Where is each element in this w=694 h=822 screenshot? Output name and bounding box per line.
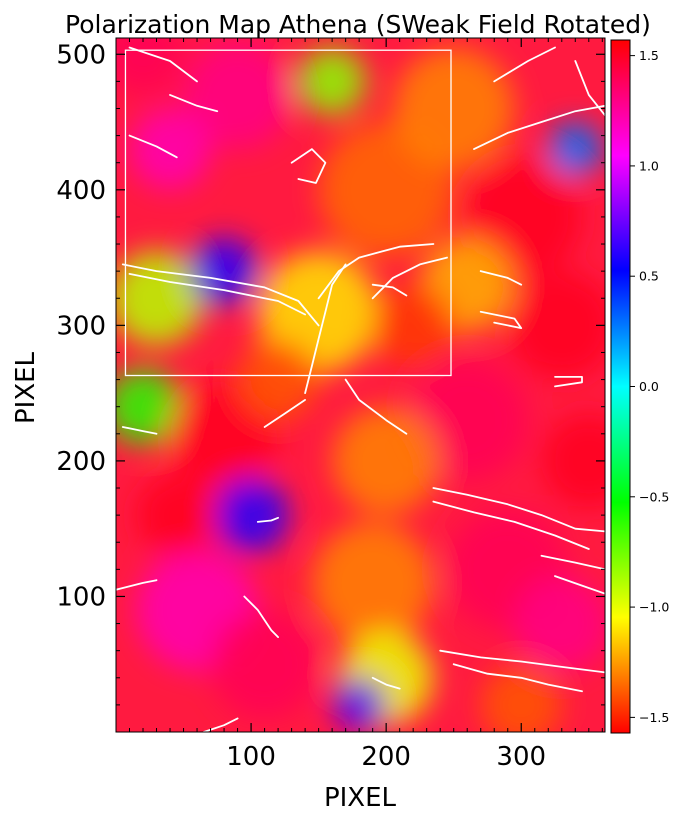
contour-line-0 <box>121 263 320 327</box>
contour-line-1 <box>128 272 307 316</box>
y-axis: 100 200 300 400 500 <box>56 40 605 706</box>
colorbar-tick-label: −1.0 <box>639 600 669 615</box>
field-blob-13 <box>332 406 441 516</box>
colorbar-tick-label: 0.5 <box>639 269 659 284</box>
field-blob-14 <box>213 477 289 554</box>
x-axis: 100 200 300 <box>129 38 603 772</box>
contour-layer <box>116 46 605 732</box>
contour-line-8 <box>371 283 408 297</box>
y-tick-label: 500 <box>56 40 106 70</box>
field-blob-20 <box>514 576 605 671</box>
field-blob-10 <box>116 368 181 445</box>
contour-line-20 <box>439 649 605 674</box>
contour-line-10 <box>128 134 178 159</box>
contour-line-12 <box>473 104 605 151</box>
x-axis-label: PIXEL <box>324 783 397 813</box>
contour-line-7 <box>479 270 523 286</box>
field-blob-28 <box>480 664 562 732</box>
contour-line-5 <box>263 398 307 428</box>
x-tick-label: 300 <box>496 742 546 772</box>
y-tick-label: 100 <box>56 582 106 612</box>
y-tick-label: 300 <box>56 311 106 341</box>
contour-line-18 <box>554 575 605 595</box>
contour-line-9 <box>169 94 219 113</box>
field-blob-29 <box>136 474 218 556</box>
field-blob-26 <box>372 284 454 367</box>
colorbar-tick-label: 0.0 <box>639 379 659 394</box>
contour-line-24 <box>116 579 158 591</box>
field-blob-4 <box>392 47 515 170</box>
contour-line-23 <box>540 554 605 571</box>
contour-line-19 <box>452 663 583 693</box>
contour-line-25 <box>554 375 583 388</box>
x-tick-label: 200 <box>361 742 411 772</box>
contour-line-13 <box>493 46 556 83</box>
colorbar-tick-label: 1.0 <box>639 158 659 173</box>
field-blob-9 <box>507 271 605 380</box>
field-blob-16 <box>210 610 319 719</box>
colorbar-tick-label: −1.5 <box>639 710 669 725</box>
y-tick-label: 200 <box>56 447 106 477</box>
region-rectangle <box>124 49 452 377</box>
y-tick-label: 400 <box>56 176 106 206</box>
contour-line-6 <box>371 256 448 300</box>
contour-line-4 <box>344 378 408 435</box>
colorbar-tick-label: −0.5 <box>639 489 669 504</box>
contour-line-26 <box>121 426 158 435</box>
y-axis-label: PIXEL <box>11 351 41 424</box>
field-blob-22 <box>298 47 366 116</box>
colorbar-tick-label: 1.5 <box>639 48 659 63</box>
contour-line-28 <box>371 676 401 690</box>
field-blob-6 <box>129 108 211 190</box>
plot-frame <box>115 37 606 733</box>
colorbar-ticks: −1.5 −1.0 −0.5 0.0 0.5 1.0 1.5 <box>630 48 669 725</box>
contour-line-22 <box>479 310 523 330</box>
field-blob-24 <box>116 38 184 95</box>
contour-line-21 <box>243 595 280 638</box>
field-blob-5 <box>183 40 292 150</box>
colorbar <box>610 39 631 734</box>
chart-title: Polarization Map Athena (SWeak Field Rot… <box>65 10 651 39</box>
contour-line-2 <box>317 243 435 300</box>
contour-line-27 <box>256 516 280 523</box>
field-blob-21 <box>332 677 387 732</box>
field-blob-17 <box>311 521 434 644</box>
contour-line-14 <box>128 46 198 83</box>
contour-line-17 <box>432 500 590 550</box>
contour-line-15 <box>574 60 605 117</box>
contour-line-16 <box>432 487 605 533</box>
field-blob-8 <box>548 122 603 177</box>
x-tick-label: 100 <box>226 742 276 772</box>
field-blob-27 <box>237 338 319 421</box>
field-blob-25 <box>541 413 605 509</box>
contour-line-11 <box>290 148 327 184</box>
field-layer <box>116 38 605 732</box>
contour-line-3 <box>304 263 347 395</box>
